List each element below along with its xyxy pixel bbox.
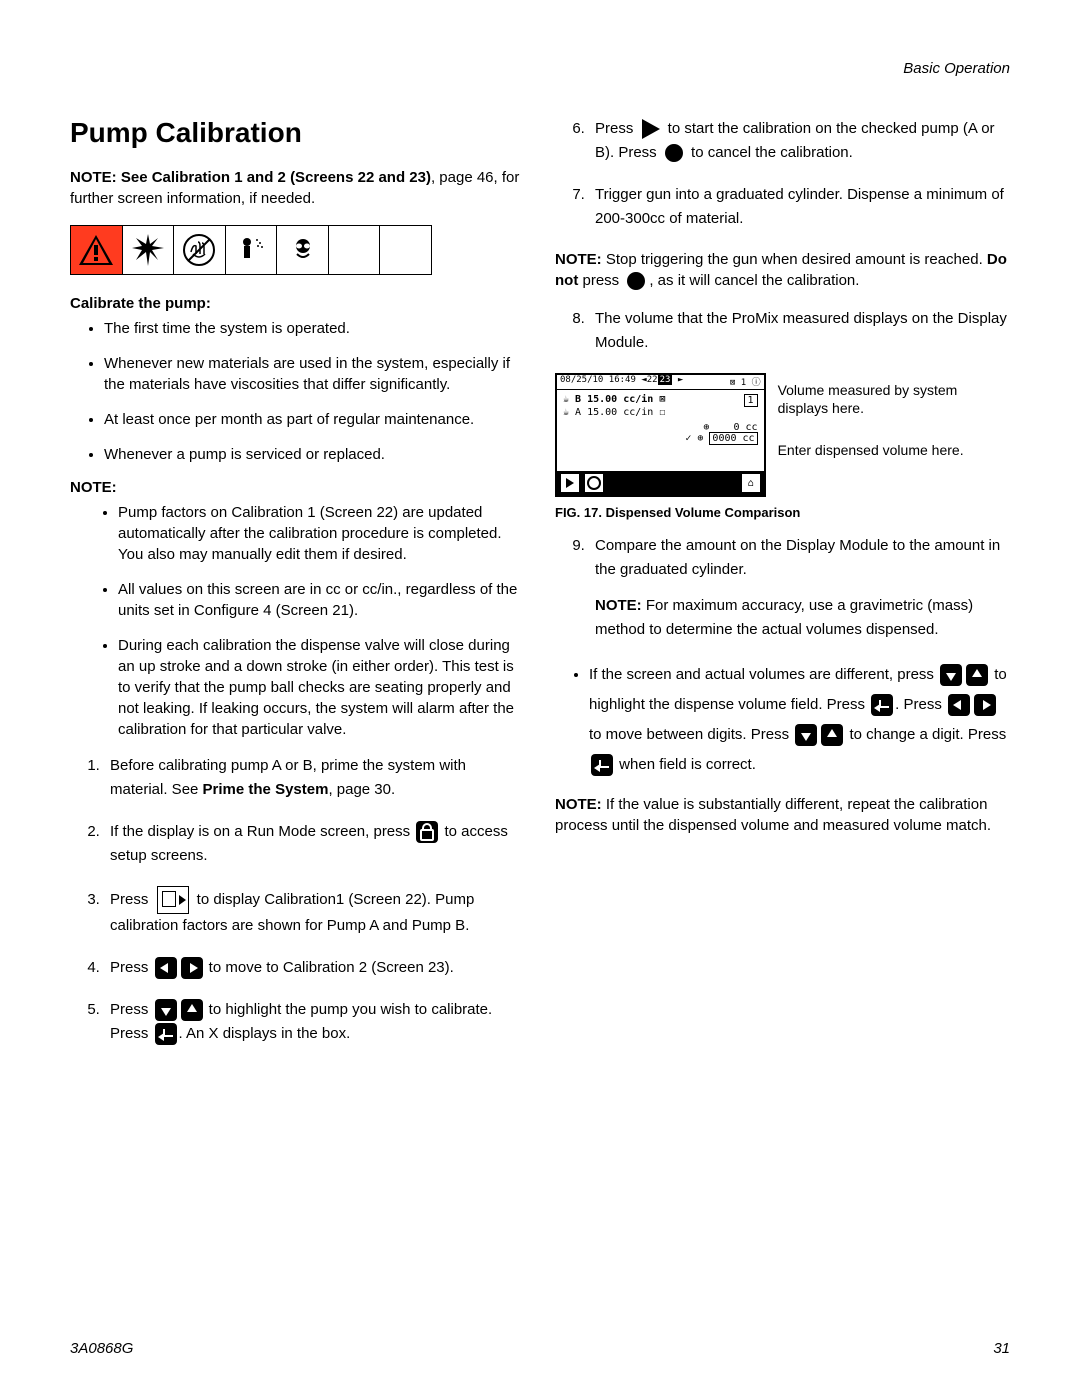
right-column: Press to start the calibration on the ch… [555, 117, 1010, 1064]
left-column: Pump Calibration NOTE: See Calibration 1… [70, 117, 525, 1064]
enter-icon [155, 1023, 177, 1045]
bullet-item: Pump factors on Calibration 1 (Screen 22… [118, 502, 525, 565]
page-footer: 3A0868G 31 [70, 1340, 1010, 1357]
step-4: Press to move to Calibration 2 (Screen 2… [104, 956, 525, 980]
adjust-bullet-list: If the screen and actual volumes are dif… [555, 660, 1010, 780]
up-arrow-icon [181, 999, 203, 1021]
note-heading: NOTE: [70, 479, 525, 496]
doc-id: 3A0868G [70, 1340, 133, 1357]
calibration-nav-icon [157, 886, 189, 914]
up-arrow-icon [821, 724, 843, 746]
note-calibration-screens: NOTE: See Calibration 1 and 2 (Screens 2… [70, 167, 525, 209]
spray-person-icon [226, 226, 278, 274]
goggles-icon [277, 226, 329, 274]
bullet-item: During each calibration the dispense val… [118, 635, 525, 740]
calibrate-bullet-list: The first time the system is operated. W… [70, 318, 525, 465]
bullet-item: The first time the system is operated. [104, 318, 525, 339]
stop-circle-icon [627, 272, 645, 290]
annotation-volume-measured: Volume measured by system displays here. [778, 381, 1010, 417]
warning-icon-row [70, 225, 432, 275]
down-arrow-icon [155, 999, 177, 1021]
final-note: NOTE: If the value is substantially diff… [555, 794, 1010, 836]
left-arrow-icon [155, 957, 177, 979]
enter-icon [871, 694, 893, 716]
display-play-icon [561, 474, 579, 492]
play-icon [642, 119, 660, 139]
down-arrow-icon [795, 724, 817, 746]
step-7: Trigger gun into a graduated cylinder. D… [589, 183, 1010, 231]
step-2: If the display is on a Run Mode screen, … [104, 820, 525, 868]
note-bullet-list: Pump factors on Calibration 1 (Screen 22… [70, 502, 525, 740]
bullet-item: At least once per month as part of regul… [104, 409, 525, 430]
bullet-item: All values on this screen are in cc or c… [118, 579, 525, 621]
blank-cell-2 [380, 226, 431, 274]
right-arrow-icon [974, 694, 996, 716]
no-hand-icon [174, 226, 226, 274]
right-arrow-icon [181, 957, 203, 979]
display-stop-icon [585, 474, 603, 492]
enter-icon [591, 754, 613, 776]
step-8: The volume that the ProMix measured disp… [589, 307, 1010, 355]
explosion-icon [123, 226, 175, 274]
step-8-list: The volume that the ProMix measured disp… [555, 307, 1010, 355]
page-number: 31 [993, 1340, 1010, 1357]
left-arrow-icon [948, 694, 970, 716]
steps-list-left: Before calibrating pump A or B, prime th… [70, 754, 525, 1046]
step-5: Press to highlight the pump you wish to … [104, 998, 525, 1046]
stop-trigger-note: NOTE: Stop triggering the gun when desir… [555, 249, 1010, 291]
display-module-mock: 08/25/10 16:49 ◄2223 ► ⊠ 1 ⓘ ☕ B 15.00 c… [555, 373, 766, 497]
bullet-item: Whenever a pump is serviced or replaced. [104, 444, 525, 465]
stop-circle-icon [665, 144, 683, 162]
step-1: Before calibrating pump A or B, prime th… [104, 754, 525, 802]
figure-17: 08/25/10 16:49 ◄2223 ► ⊠ 1 ⓘ ☕ B 15.00 c… [555, 373, 1010, 497]
figure-caption: FIG. 17. Dispensed Volume Comparison [555, 505, 1010, 520]
step-3: Press to display Calibration1 (Screen 22… [104, 886, 525, 938]
display-home-icon: ⌂ [742, 474, 760, 492]
annotation-enter-volume: Enter dispensed volume here. [778, 441, 1010, 459]
adjust-instruction: If the screen and actual volumes are dif… [589, 660, 1010, 780]
header-section: Basic Operation [70, 60, 1010, 77]
step-9-list: Compare the amount on the Display Module… [555, 534, 1010, 642]
step-6: Press to start the calibration on the ch… [589, 117, 1010, 165]
down-arrow-icon [940, 664, 962, 686]
blank-cell-1 [329, 226, 381, 274]
calibrate-pump-heading: Calibrate the pump: [70, 295, 525, 312]
page-title: Pump Calibration [70, 117, 525, 149]
warning-triangle-icon [71, 226, 123, 274]
up-arrow-icon [966, 664, 988, 686]
step-9: Compare the amount on the Display Module… [589, 534, 1010, 642]
bullet-item: Whenever new materials are used in the s… [104, 353, 525, 395]
steps-list-right: Press to start the calibration on the ch… [555, 117, 1010, 231]
lock-icon [416, 821, 438, 843]
